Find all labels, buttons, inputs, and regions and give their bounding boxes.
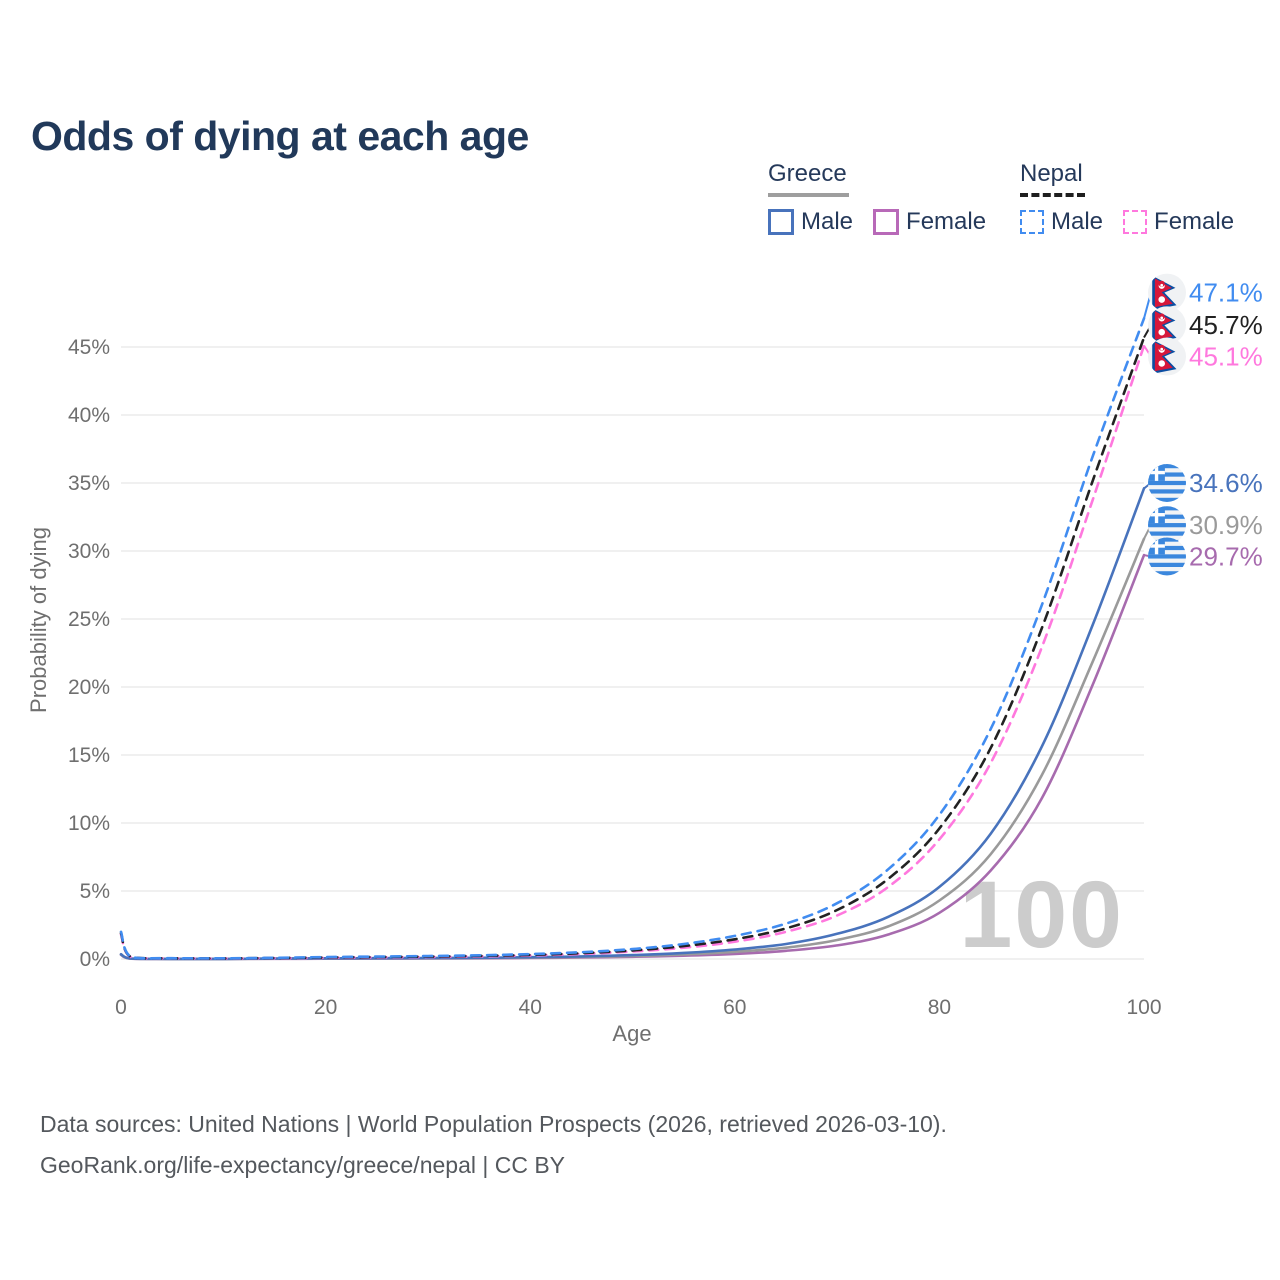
end-label-nepal-female: 45.1%: [1189, 342, 1263, 372]
end-annotations: 47.1%45.7%45.1% 34.6% 30.9%29.7%: [1143, 274, 1263, 576]
y-tick-label: 40%: [68, 404, 110, 427]
x-tick-label: 40: [519, 996, 542, 1019]
legend-greece-female-swatch-icon[interactable]: [873, 209, 900, 235]
footer-attribution: GeoRank.org/life-expectancy/greece/nepal…: [40, 1152, 566, 1178]
y-tick-label: 35%: [68, 472, 110, 495]
x-tick-label: 60: [723, 996, 746, 1019]
y-axis-title: Probability of dying: [26, 527, 51, 713]
y-tick-label: 5%: [80, 880, 110, 903]
flag-nepal-icon: [1148, 338, 1186, 376]
mortality-line-chart: 100 0% 5% 10% 15% 20% 25% 30% 35% 40% 45% 0 20 40 60…: [26, 248, 1263, 1046]
x-tick-label: 0: [115, 996, 127, 1019]
curve-nepal-male: [119, 317, 1146, 960]
legend-greece-header: Greece: [768, 160, 849, 197]
end-label-greece-total: 30.9%: [1189, 510, 1263, 540]
y-axis-ticks: 0% 5% 10% 15% 20% 25% 30% 35% 40% 45%: [68, 336, 110, 971]
end-label-greece-male: 34.6%: [1189, 468, 1263, 498]
x-tick-label: 80: [928, 996, 951, 1019]
y-tick-label: 20%: [68, 676, 110, 699]
flag-nepal-icon: [1148, 274, 1186, 312]
y-tick-label: 25%: [68, 608, 110, 631]
end-label-nepal-male: 47.1%: [1189, 278, 1263, 308]
page-title: Odds of dying at each age: [31, 113, 529, 160]
gridlines: [121, 346, 1144, 960]
x-tick-label: 100: [1126, 996, 1161, 1019]
legend-group-greece: Greece Male Female: [768, 160, 1006, 236]
x-axis-ticks: 0 20 40 60 80 100: [115, 996, 1161, 1019]
legend-nepal-female-swatch-icon[interactable]: [1123, 210, 1148, 234]
flag-greece-icon: [1148, 537, 1186, 575]
end-label-nepal-total: 45.7%: [1189, 310, 1263, 340]
y-tick-label: 15%: [68, 744, 110, 767]
footer: Data sources: United Nations | World Pop…: [40, 1104, 947, 1186]
legend-group-nepal: Nepal Male Female: [1020, 160, 1254, 236]
series-lines: [119, 317, 1146, 961]
flag-greece-icon: [1148, 464, 1186, 502]
legend-greece-female-label[interactable]: Female: [906, 208, 987, 235]
y-tick-label: 10%: [68, 812, 110, 835]
legend-nepal-female-label[interactable]: Female: [1154, 208, 1235, 235]
legend-greece-male-label[interactable]: Male: [801, 208, 854, 235]
legend-greece-male-swatch-icon[interactable]: [768, 209, 794, 235]
x-tick-label: 20: [314, 996, 337, 1019]
footer-sources: Data sources: United Nations | World Pop…: [40, 1111, 947, 1137]
y-tick-label: 0%: [80, 948, 110, 971]
y-tick-label: 30%: [68, 540, 110, 563]
legend-nepal-header: Nepal: [1020, 160, 1085, 197]
legend-nepal-male-swatch-icon[interactable]: [1020, 210, 1044, 234]
watermark-age-100: 100: [959, 862, 1124, 968]
legend-nepal-male-label[interactable]: Male: [1051, 208, 1104, 235]
y-tick-label: 45%: [68, 336, 110, 359]
end-label-greece-female: 29.7%: [1189, 541, 1263, 571]
x-axis-title: Age: [612, 1021, 651, 1046]
